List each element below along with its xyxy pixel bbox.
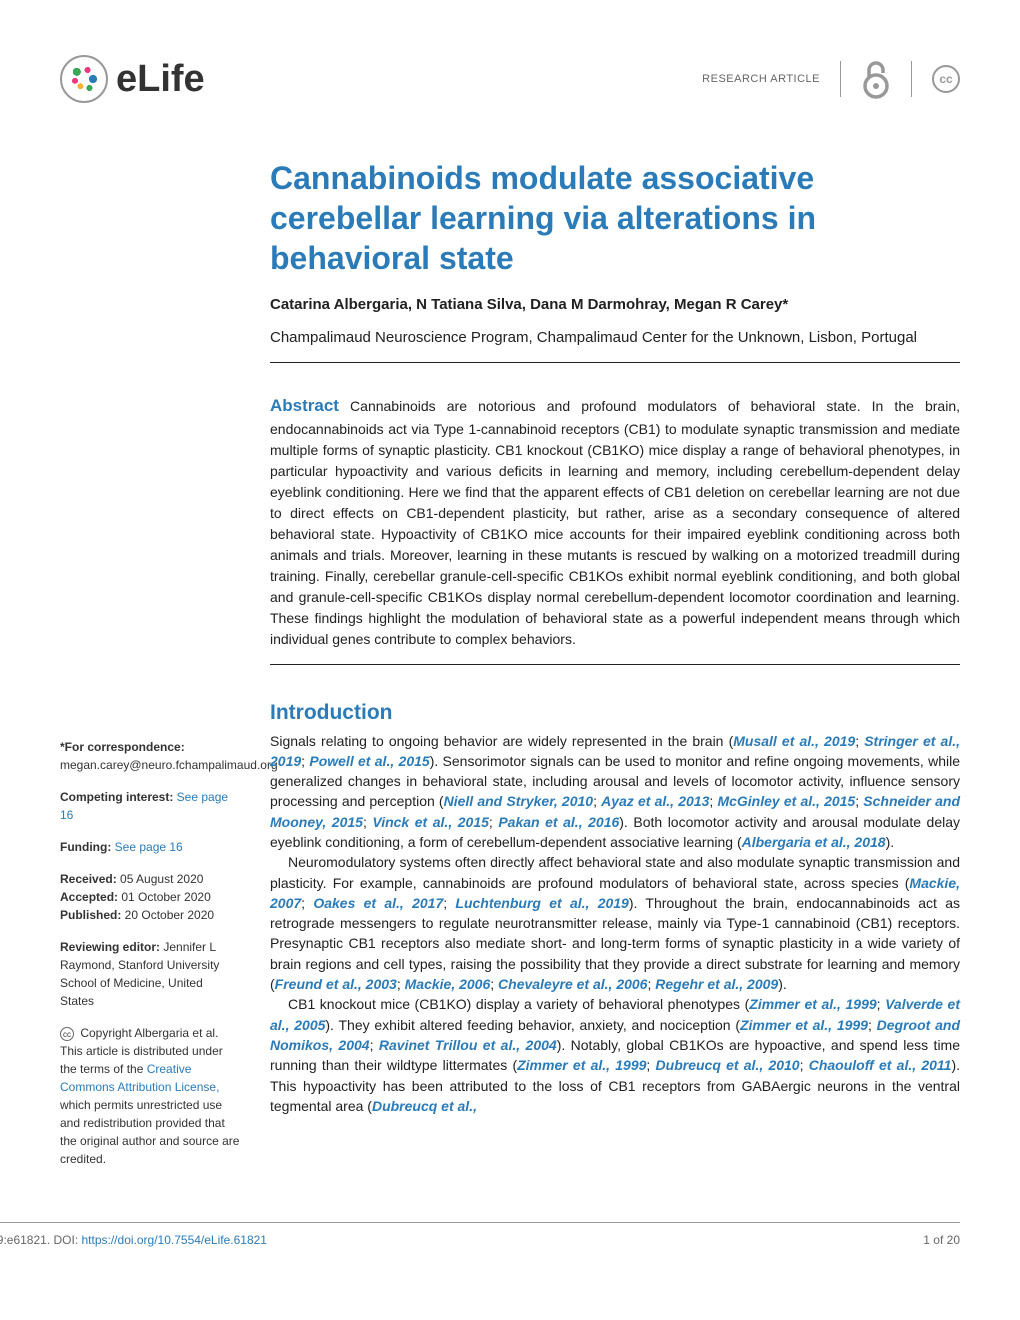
- open-access-icon: [861, 59, 891, 99]
- reviewing-label: Reviewing editor:: [60, 940, 163, 954]
- abstract-text: Cannabinoids are notorious and profound …: [270, 398, 960, 647]
- citation[interactable]: Mackie, 2006: [405, 976, 491, 992]
- citation[interactable]: Zimmer et al., 1999: [749, 996, 876, 1012]
- affiliation: Champalimaud Neuroscience Program, Champ…: [270, 327, 960, 348]
- citation[interactable]: Zimmer et al., 1999: [740, 1017, 868, 1033]
- published-date: 20 October 2020: [125, 908, 214, 922]
- citation[interactable]: Niell and Stryker, 2010: [444, 793, 593, 809]
- journal-name: eLife: [116, 58, 205, 101]
- divider-rule: [270, 664, 960, 665]
- citation[interactable]: Musall et al., 2019: [733, 733, 855, 749]
- citation[interactable]: Dubreucq et al., 2010: [656, 1057, 800, 1073]
- citation[interactable]: McGinley et al., 2015: [717, 793, 855, 809]
- copyright-text-pre: Copyright Albergaria et al. This article…: [60, 1026, 223, 1076]
- funding-link[interactable]: See page 16: [115, 840, 183, 854]
- cc-icon: cc: [932, 65, 960, 93]
- footer-citation-mid: . eLife 2020;9:e61821. DOI:: [0, 1233, 82, 1247]
- competing-label: Competing interest:: [60, 790, 177, 804]
- divider-rule: [270, 362, 960, 363]
- copyright-text-post: which permits unrestricted use and redis…: [60, 1098, 239, 1166]
- page-number: 1 of 20: [923, 1233, 960, 1247]
- citation[interactable]: Regehr et al., 2009: [655, 976, 778, 992]
- received-label: Received:: [60, 872, 120, 886]
- authors: Catarina Albergaria, N Tatiana Silva, Da…: [270, 296, 960, 313]
- divider: [840, 61, 841, 97]
- correspondence-label: *For correspondence:: [60, 740, 185, 754]
- citation[interactable]: Luchtenburg et al., 2019: [455, 895, 628, 911]
- citation[interactable]: Powell et al., 2015: [309, 753, 429, 769]
- citation[interactable]: Oakes et al., 2017: [313, 895, 443, 911]
- citation[interactable]: Chaouloff et al., 2011: [809, 1057, 952, 1073]
- citation[interactable]: Albergaria et al., 2018: [742, 834, 886, 850]
- page-header: eLife RESEARCH ARTICLE cc: [60, 55, 960, 103]
- citation[interactable]: Zimmer et al., 1999: [517, 1057, 646, 1073]
- logo-icon: [60, 55, 108, 103]
- correspondence-email: megan.carey@neuro.fchampalimaud.org: [60, 758, 278, 772]
- published-label: Published:: [60, 908, 125, 922]
- citation[interactable]: Ravinet Trillou et al., 2004: [379, 1037, 557, 1053]
- accepted-date: 01 October 2020: [121, 890, 210, 904]
- cc-badge-icon: cc: [60, 1027, 74, 1041]
- citation[interactable]: Dubreucq et al.,: [372, 1098, 477, 1114]
- article-title: Cannabinoids modulate associative cerebe…: [270, 158, 960, 278]
- received-date: 05 August 2020: [120, 872, 203, 886]
- page-footer: Albergaria et al. eLife 2020;9:e61821. D…: [0, 1222, 960, 1247]
- sidebar-meta: *For correspondence: megan.carey@neuro.f…: [60, 158, 240, 1182]
- abstract-label: Abstract: [270, 396, 339, 415]
- accepted-label: Accepted:: [60, 890, 121, 904]
- citation[interactable]: Chevaleyre et al., 2006: [498, 976, 647, 992]
- journal-logo: eLife: [60, 55, 205, 103]
- introduction-body: Signals relating to ongoing behavior are…: [270, 731, 960, 1117]
- doi-link[interactable]: https://doi.org/10.7554/eLife.61821: [82, 1233, 267, 1247]
- introduction-heading: Introduction: [270, 701, 960, 725]
- citation[interactable]: Pakan et al., 2016: [498, 814, 619, 830]
- header-meta: RESEARCH ARTICLE cc: [702, 59, 960, 99]
- article-type: RESEARCH ARTICLE: [702, 73, 820, 85]
- divider: [911, 61, 912, 97]
- main-content: Cannabinoids modulate associative cerebe…: [270, 158, 960, 1182]
- citation[interactable]: Ayaz et al., 2013: [601, 793, 709, 809]
- citation[interactable]: Vinck et al., 2015: [372, 814, 489, 830]
- citation[interactable]: Freund et al., 2003: [275, 976, 397, 992]
- funding-label: Funding:: [60, 840, 115, 854]
- abstract: Abstract Cannabinoids are notorious and …: [270, 393, 960, 650]
